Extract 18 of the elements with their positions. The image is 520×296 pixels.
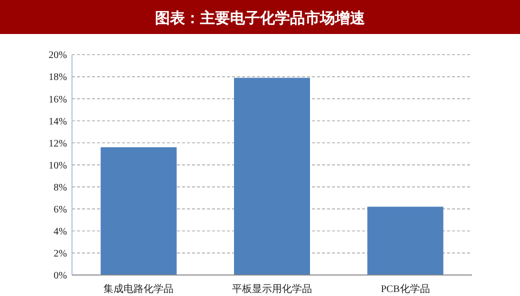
y-tick-label: 0% [54,270,67,282]
chart-title: 图表：主要电子化学品市场增速 [155,9,366,27]
x-tick-label: 集成电路化学品 [104,283,174,295]
y-tick-label: 6% [54,204,67,216]
y-tick-label: 10% [48,160,67,172]
y-tick-label: 14% [48,116,67,128]
y-tick-label: 20% [48,50,67,62]
bar [367,206,444,275]
y-tick-label: 18% [48,72,67,84]
y-tick-label: 16% [48,94,67,106]
y-tick-label: 2% [54,248,67,260]
y-tick-label: 12% [48,138,67,150]
bar [234,78,310,275]
y-tick-label: 8% [54,182,67,194]
x-tick-label: PCB化学品 [380,283,430,295]
y-tick-label: 4% [54,226,67,238]
x-tick-label: 平板显示用化学品 [232,283,312,295]
bar [100,147,177,275]
